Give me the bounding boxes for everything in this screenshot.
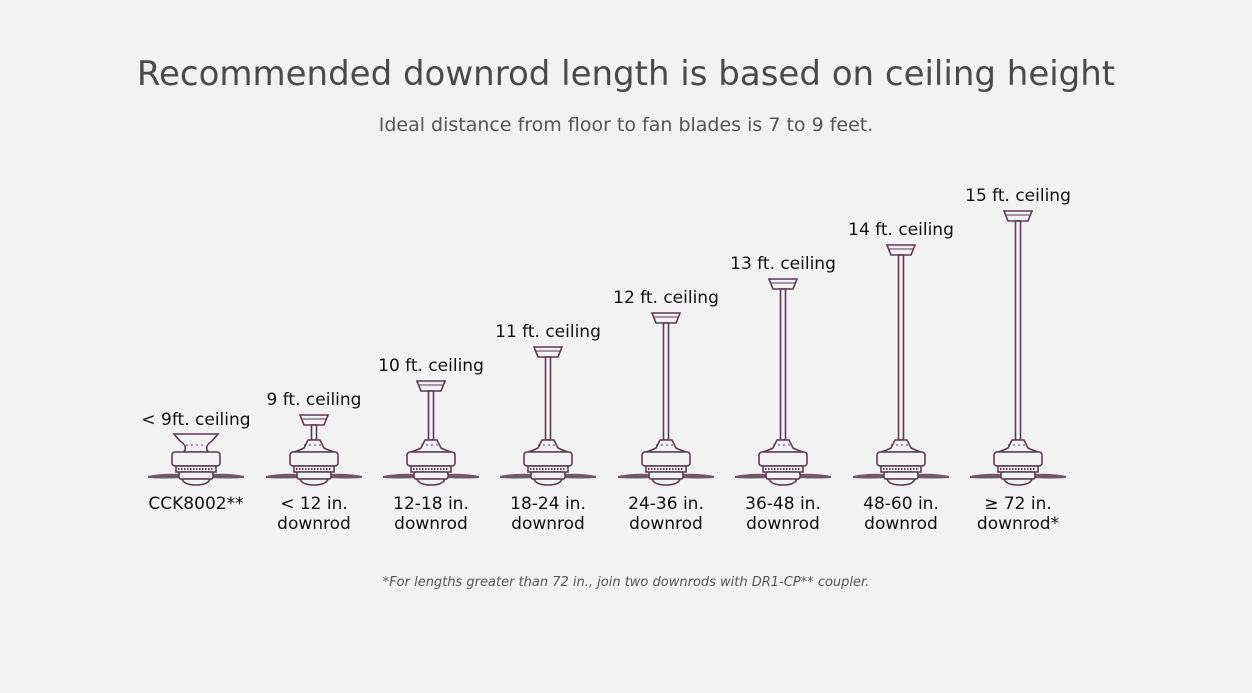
page-subtitle: Ideal distance from floor to fan blades … (378, 114, 874, 136)
downrod-line2: downrod (277, 514, 351, 534)
ceiling-fan-icon (735, 278, 831, 486)
downrod-line1: 24-36 in. (628, 494, 704, 514)
fan-column: 12 ft. ceiling 24-36 in. downrod (601, 0, 731, 693)
downrod-line2: downrod (511, 514, 585, 534)
fan-column: 15 ft. ceiling ≥ 72 in. downrod* (953, 0, 1083, 693)
downrod-line2: downrod (394, 514, 468, 534)
downrod-line1: 36-48 in. (745, 494, 821, 514)
ceiling-height-label: < 9ft. ceiling (141, 410, 251, 430)
downrod-length-label: 18-24 in. downrod (483, 494, 613, 534)
downrod-line1: CCK8002** (148, 494, 244, 514)
downrod-line1: 48-60 in. (863, 494, 939, 514)
ceiling-fan-icon (970, 210, 1066, 486)
downrod-line2: downrod* (976, 514, 1060, 534)
downrod-line1: ≥ 72 in. (984, 494, 1052, 514)
ceiling-height-label: 14 ft. ceiling (848, 220, 954, 240)
page-title: Recommended downrod length is based on c… (136, 54, 1116, 94)
ceiling-height-label: 11 ft. ceiling (495, 322, 601, 342)
downrod-line2: downrod (746, 514, 820, 534)
downrod-length-label: CCK8002** (131, 494, 261, 514)
downrod-length-label: ≥ 72 in. downrod* (953, 494, 1083, 534)
downrod-length-label: 48-60 in. downrod (836, 494, 966, 534)
fan-column: 11 ft. ceiling 18-24 in. downrod (483, 0, 613, 693)
ceiling-height-label: 9 ft. ceiling (266, 390, 362, 410)
fan-column: < 9ft. ceiling CCK8002** (131, 0, 261, 693)
downrod-length-label: 24-36 in. downrod (601, 494, 731, 534)
downrod-line1: < 12 in. (280, 494, 348, 514)
ceiling-height-label: 10 ft. ceiling (378, 356, 484, 376)
downrod-length-label: 36-48 in. downrod (718, 494, 848, 534)
ceiling-fan-icon (853, 244, 949, 486)
downrod-line1: 12-18 in. (393, 494, 469, 514)
fan-column: 14 ft. ceiling 48-60 in. downrod (836, 0, 966, 693)
ceiling-fan-icon (266, 414, 362, 486)
ceiling-fan-icon (383, 380, 479, 486)
ceiling-height-label: 12 ft. ceiling (613, 288, 719, 308)
fan-column: 9 ft. ceiling < 12 in. downrod (249, 0, 379, 693)
fan-column: 10 ft. ceiling 12-18 in. downrod (366, 0, 496, 693)
ceiling-fan-icon (618, 312, 714, 486)
ceiling-height-label: 15 ft. ceiling (965, 186, 1071, 206)
downrod-line2: downrod (629, 514, 703, 534)
ceiling-height-label: 13 ft. ceiling (730, 254, 836, 274)
ceiling-fan-icon (148, 433, 244, 486)
footnote: *For lengths greater than 72 in., join t… (382, 575, 870, 590)
downrod-length-label: 12-18 in. downrod (366, 494, 496, 534)
downrod-length-label: < 12 in. downrod (249, 494, 379, 534)
ceiling-fan-icon (500, 346, 596, 486)
downrod-line1: 18-24 in. (510, 494, 586, 514)
downrod-line2: downrod (864, 514, 938, 534)
fan-column: 13 ft. ceiling 36-48 in. downrod (718, 0, 848, 693)
